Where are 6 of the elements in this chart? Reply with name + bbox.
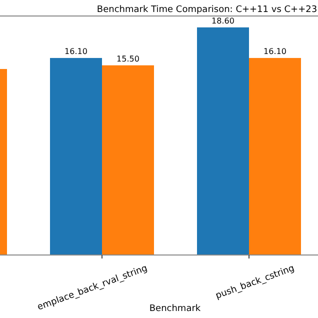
data-label: 16.10 bbox=[64, 46, 88, 56]
x-axis-title: Benchmark bbox=[149, 304, 202, 314]
data-label: 18.60 bbox=[212, 16, 234, 26]
data-label: 16.10 bbox=[264, 46, 286, 56]
chart-title: Benchmark Time Comparison: C++11 vs C++23 bbox=[96, 5, 318, 15]
data-label: 15.50 bbox=[116, 54, 140, 64]
